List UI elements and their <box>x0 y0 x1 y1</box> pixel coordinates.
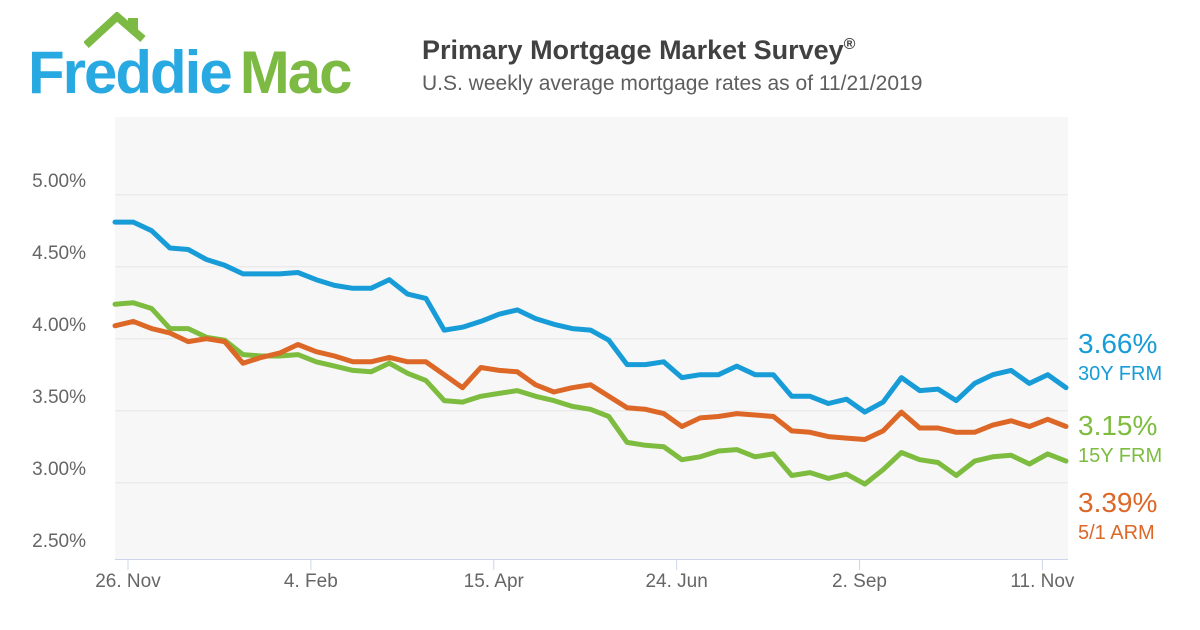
x-axis-label: 4. Feb <box>283 571 338 592</box>
y-axis-label: 4.00% <box>32 314 86 336</box>
y-axis-label: 2.50% <box>32 530 86 552</box>
house-roof-icon <box>84 12 146 48</box>
series-name-30y-frm: 30Y FRM <box>1078 363 1163 385</box>
freddie-mac-logo: Freddie Mac <box>28 10 408 110</box>
y-axis-label: 3.00% <box>32 458 86 480</box>
page-title: Primary Mortgage Market Survey® <box>422 28 855 67</box>
x-axis-label: 15. Apr <box>463 571 524 592</box>
rate-value-15y-frm: 3.15% <box>1078 410 1158 441</box>
end-label-5-1-arm: 3.39% 5/1 ARM <box>1078 487 1157 547</box>
page-subtitle: U.S. weekly average mortgage rates as of… <box>422 72 923 95</box>
page-title-text: Primary Mortgage Market Survey <box>422 35 844 65</box>
end-label-30y-frm: 3.66% 30Y FRM <box>1078 328 1162 388</box>
series-name-15y-frm: 15Y FRM <box>1078 445 1163 467</box>
y-axis-label: 3.50% <box>32 386 86 408</box>
series-name-5-1-arm: 5/1 ARM <box>1078 522 1155 544</box>
end-label-15y-frm: 3.15% 15Y FRM <box>1078 410 1162 470</box>
x-axis-label: 11. Nov <box>1010 571 1075 592</box>
rate-value-5-1-arm: 3.39% <box>1078 487 1158 518</box>
y-axis-label: 4.50% <box>32 242 86 264</box>
x-axis-label: 26. Nov <box>95 571 161 592</box>
logo-word-mac: Mac <box>239 39 353 106</box>
logo-word-freddie: Freddie <box>28 39 233 106</box>
registered-trademark-mark: ® <box>843 36 856 53</box>
logo-wordmark: Freddie Mac <box>28 43 352 103</box>
y-axis-label: 5.00% <box>32 170 86 192</box>
rate-value-30y-frm: 3.66% <box>1078 328 1158 359</box>
x-axis-label: 2. Sep <box>832 571 887 592</box>
x-axis-label: 24. Jun <box>645 571 708 592</box>
